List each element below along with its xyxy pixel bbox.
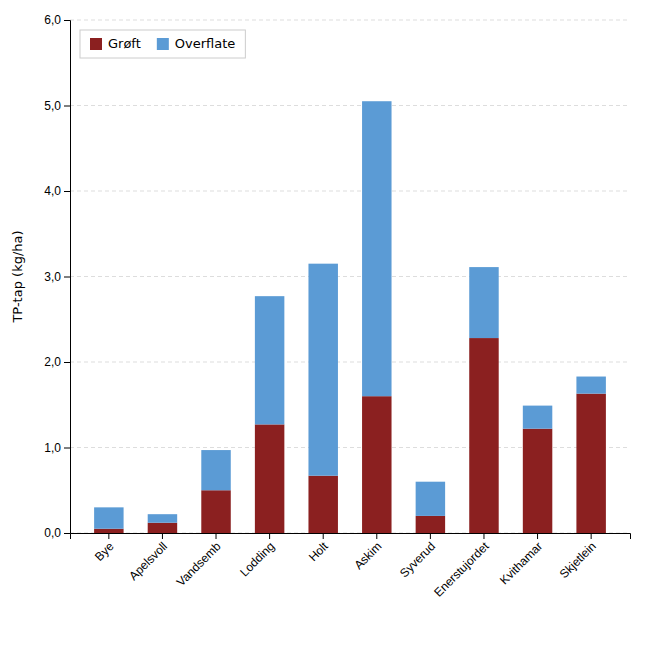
- tick: Skjetlein: [557, 533, 599, 581]
- bar: [255, 296, 284, 424]
- grid-line: [70, 105, 630, 106]
- tick-label: Holt: [306, 539, 331, 564]
- tick-label: 0,0: [44, 526, 61, 540]
- tick-label: 6,0: [44, 13, 61, 27]
- tick-label: 4,0: [44, 184, 61, 198]
- legend-box: [80, 30, 245, 58]
- series: [94, 101, 606, 529]
- axis-line: [64, 21, 71, 534]
- tick-mark: [537, 533, 538, 539]
- tick: Bye: [92, 533, 117, 564]
- bar: [523, 429, 552, 533]
- grid-line: [70, 20, 630, 21]
- chart: Bye ApelsvollVandsemb Lodding Holt Askim Syve…: [0, 0, 650, 648]
- grid-line: [70, 362, 630, 363]
- tick-label: 3,0: [44, 270, 61, 284]
- tick: Syverud: [397, 533, 438, 580]
- tick: 1,0: [44, 441, 70, 455]
- tick-label: 1,0: [44, 441, 61, 455]
- tick-mark: [108, 533, 109, 539]
- tick: 3,0: [44, 270, 70, 284]
- tick-mark: [64, 362, 70, 363]
- bar: [148, 514, 177, 523]
- bar: [94, 507, 123, 528]
- tick-mark: [430, 533, 431, 539]
- tick: Askim: [351, 533, 384, 572]
- tick-mark: [64, 277, 70, 278]
- legend-swatch: [157, 38, 169, 50]
- tick-label: Skjetlein: [557, 539, 599, 581]
- tick-label: Kvithamar: [497, 539, 545, 587]
- bar: [576, 377, 605, 394]
- bar: [416, 516, 445, 533]
- bar: [416, 482, 445, 516]
- tick: Kvithamar: [497, 533, 545, 587]
- tick-mark: [591, 533, 592, 539]
- grid: [70, 20, 630, 533]
- tick-mark: [64, 20, 70, 21]
- tick-mark: [64, 106, 70, 107]
- tick-mark: [323, 533, 324, 539]
- legend: Grøft Overflate: [80, 30, 245, 58]
- tick: 6,0: [44, 13, 70, 27]
- y-axis: 0,0 1,0 2,0 3,0 4,0 5,0 6,0: [44, 13, 70, 540]
- legend-label: Overflate: [175, 36, 236, 51]
- tick: 4,0: [44, 184, 70, 198]
- x-axis: Bye ApelsvollVandsemb Lodding Holt Askim Syve…: [71, 533, 631, 600]
- bar: [469, 338, 498, 533]
- tick: Holt: [306, 533, 331, 564]
- tick: 2,0: [44, 355, 70, 369]
- tick: Vandsemb: [174, 533, 224, 589]
- tick-mark: [64, 533, 70, 534]
- tick-label: Apelsvoll: [126, 539, 170, 583]
- bar: [469, 267, 498, 338]
- tick: 0,0: [44, 526, 70, 540]
- bar: [201, 450, 230, 490]
- axis-line: [71, 534, 631, 540]
- bar: [362, 101, 391, 396]
- y-axis-title: TP-tap (kg/ha): [10, 230, 25, 323]
- tick: Lodding: [237, 533, 277, 579]
- tick-mark: [269, 533, 270, 539]
- bar: [308, 476, 337, 533]
- bar: [201, 490, 230, 533]
- tick-label: Enerstujordet: [431, 539, 492, 600]
- series: [94, 338, 606, 533]
- bar: [94, 529, 123, 533]
- tick-label: Bye: [92, 539, 117, 564]
- bar: [576, 394, 605, 533]
- tick-label: 2,0: [44, 355, 61, 369]
- tick-label: Lodding: [237, 539, 277, 579]
- tick-mark: [483, 533, 484, 539]
- bars: [94, 101, 606, 533]
- tick: Enerstujordet: [431, 533, 492, 600]
- tick-label: Vandsemb: [174, 539, 224, 589]
- tick: Apelsvoll: [126, 533, 170, 583]
- bar: [308, 264, 337, 476]
- tick-label: Askim: [351, 539, 384, 572]
- bar: [255, 424, 284, 533]
- grid-line: [70, 276, 630, 277]
- grid-line: [70, 191, 630, 192]
- tick: 5,0: [44, 99, 70, 113]
- plot: Bye ApelsvollVandsemb Lodding Holt Askim Syve…: [44, 13, 630, 599]
- legend-swatch: [90, 38, 102, 50]
- tick-mark: [162, 533, 163, 539]
- bar: [362, 396, 391, 533]
- tick-label: Syverud: [397, 539, 438, 580]
- legend-label: Grøft: [108, 36, 141, 51]
- bar: [148, 523, 177, 533]
- tick-label: 5,0: [44, 99, 61, 113]
- tick-mark: [64, 191, 70, 192]
- tick-mark: [216, 533, 217, 539]
- tick-mark: [64, 448, 70, 449]
- bar: [523, 406, 552, 429]
- tick-mark: [376, 533, 377, 539]
